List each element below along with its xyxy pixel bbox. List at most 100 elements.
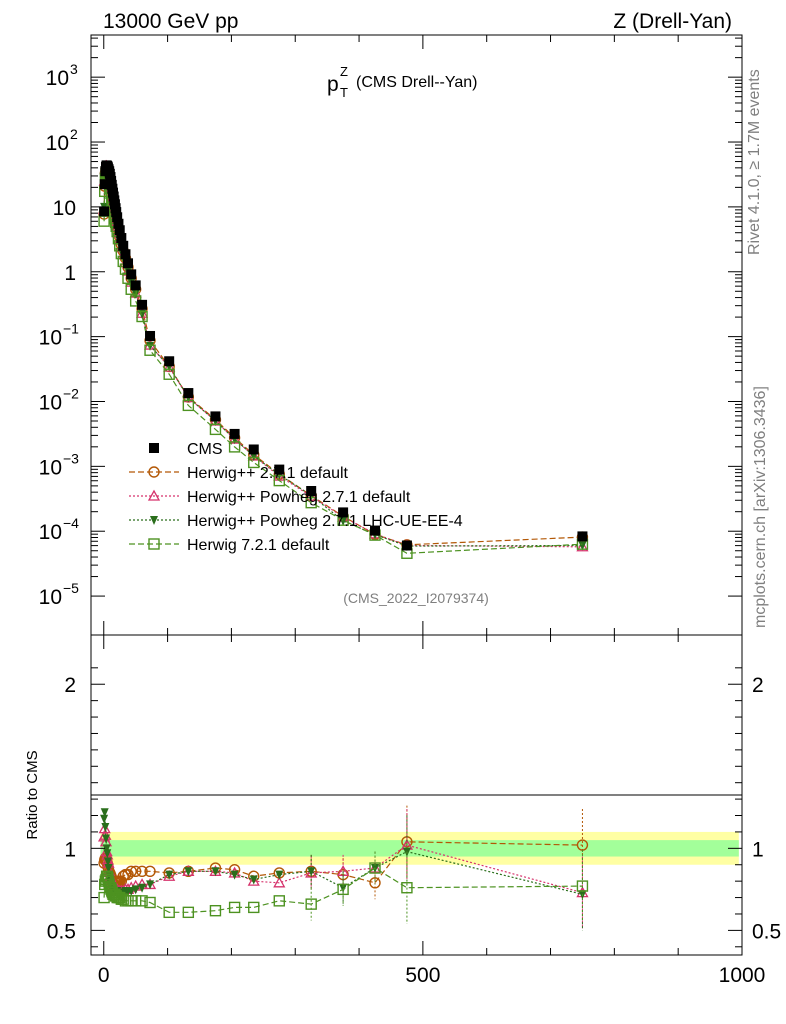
ratio-point <box>101 823 110 832</box>
data-point <box>130 280 141 291</box>
main-y-tick-label: 10 <box>39 327 62 350</box>
ratio-point <box>102 844 111 854</box>
ratio-point <box>100 814 109 824</box>
ratio-point <box>165 870 174 880</box>
rivet-label: Rivet 4.1.0, ≥ 1.7M events <box>746 69 763 255</box>
main-y-tick-label: 10 <box>39 521 62 544</box>
legend-entry-label: Herwig++ Powheg 2.7.1 default <box>187 489 411 506</box>
ratio-point <box>144 896 156 909</box>
ratio-series-4 <box>98 849 589 924</box>
main-y-tick-label: 10 <box>53 197 76 220</box>
ratio-point <box>146 880 155 890</box>
data-point <box>274 464 285 475</box>
data-point <box>164 356 175 367</box>
legend-marker <box>150 516 158 525</box>
x-tick-label: 500 <box>405 964 440 987</box>
ratio-point <box>273 876 286 888</box>
ratio-point <box>211 867 220 877</box>
legend-entry-label: Herwig++ Powheg 2.7.1 LHC-UE-EE-4 <box>187 513 463 530</box>
ratio-point <box>275 870 284 880</box>
main-y-tick-exponent: −1 <box>63 321 79 337</box>
data-point <box>120 249 131 260</box>
data-point <box>183 388 194 399</box>
ratio-point <box>576 880 589 892</box>
ratio-point <box>247 874 260 886</box>
data-point <box>114 225 125 236</box>
ratio-point <box>129 865 142 878</box>
chart-title-sup: Z <box>340 64 348 79</box>
data-point <box>306 486 317 496</box>
data-point <box>370 525 381 536</box>
data-point <box>137 299 148 310</box>
data-point <box>145 330 156 341</box>
legend-entry-label: CMS <box>187 441 223 458</box>
data-point <box>111 207 122 218</box>
data-point <box>116 233 127 244</box>
ratio-point <box>249 875 258 885</box>
main-y-tick-exponent: −5 <box>63 580 79 596</box>
ratio-y-tick-label: 0.5 <box>47 920 76 943</box>
ratio-point <box>127 887 136 896</box>
legend-marker <box>148 466 160 478</box>
data-point <box>577 531 588 542</box>
analysis-id: (CMS_2022_I2079374) <box>343 590 489 606</box>
data-point <box>228 441 241 453</box>
main-y-tick-label: 10 <box>39 456 62 479</box>
data-point <box>210 411 221 422</box>
main-y-tick-exponent: −2 <box>63 385 79 401</box>
legend-marker <box>147 489 161 501</box>
legend-entry-label: Herwig++ 2.7.1 default <box>187 465 349 482</box>
data-point <box>112 212 123 223</box>
ratio-point <box>339 883 348 893</box>
data-point <box>273 474 285 487</box>
ratio-point <box>163 906 175 919</box>
chart-title-rest: (CMS Drell--Yan) <box>356 74 477 91</box>
data-point <box>144 344 156 356</box>
data-point <box>99 206 110 217</box>
ratio-point <box>228 901 241 914</box>
legend-marker <box>148 538 160 550</box>
main-y-tick-exponent: −4 <box>63 515 79 531</box>
data-point <box>182 399 195 412</box>
data-point <box>305 496 317 509</box>
ratio-point <box>114 891 126 904</box>
data-point <box>248 456 260 469</box>
data-point <box>578 541 587 551</box>
ratio-y-tick-label-right: 2 <box>752 674 764 697</box>
data-point <box>163 368 175 380</box>
main-y-tick-exponent: −3 <box>63 450 79 466</box>
ratio-panel-frame <box>90 634 743 956</box>
main-y-tick-exponent: 2 <box>70 126 78 142</box>
ratio-point <box>129 895 142 907</box>
ratio-point <box>136 865 148 878</box>
ratio-point <box>104 864 113 874</box>
data-point <box>118 240 129 251</box>
ratio-point <box>369 862 381 874</box>
ratio-point <box>248 901 260 914</box>
ratio-point <box>401 882 413 894</box>
data-point <box>576 540 589 552</box>
data-point <box>401 540 412 551</box>
ratio-point <box>125 865 137 878</box>
main-y-tick-label: 10 <box>39 391 62 414</box>
main-y-tick-label: 1 <box>64 262 76 285</box>
data-point <box>113 218 124 229</box>
ratio-point <box>103 849 112 859</box>
data-point <box>229 428 240 439</box>
legend: CMS Herwig++ 2.7.1 default Herwig++ Powheg… <box>129 441 463 554</box>
ratio-point <box>101 834 110 844</box>
data-point <box>338 507 349 518</box>
data-point <box>146 341 155 351</box>
ratio-point <box>117 870 129 882</box>
data-point <box>99 179 110 190</box>
ratio-point <box>305 898 317 910</box>
main-y-tick-label: 10 <box>39 586 62 609</box>
x-tick-label: 0 <box>98 964 110 987</box>
ratio-point <box>103 857 112 867</box>
ratio-point <box>369 877 381 889</box>
ratio-point <box>307 867 316 877</box>
ratio-point <box>100 808 109 818</box>
ratio-point <box>230 870 239 880</box>
